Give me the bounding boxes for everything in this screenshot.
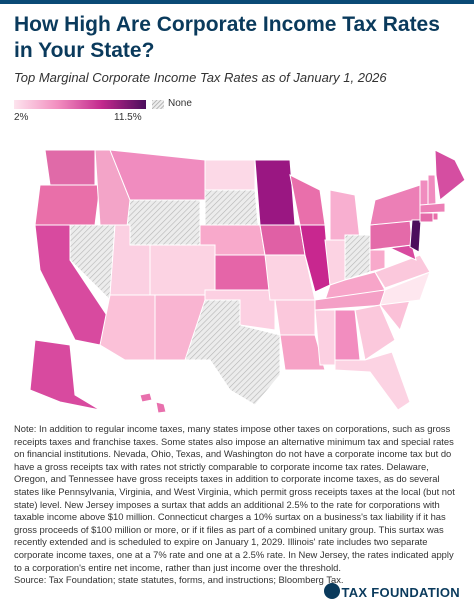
state (419, 202, 446, 214)
state (139, 392, 153, 403)
state (379, 271, 431, 306)
state (299, 224, 331, 293)
state (34, 184, 101, 226)
map (29, 149, 466, 414)
state (259, 224, 306, 256)
state (254, 159, 296, 226)
legend: None 2% 11.5% (14, 98, 234, 128)
state (369, 184, 423, 226)
state (427, 174, 437, 206)
state (29, 339, 101, 411)
state (155, 401, 167, 414)
note: Note: In addition to regular income taxe… (14, 423, 462, 587)
state (388, 244, 417, 261)
state (274, 299, 316, 336)
state (419, 179, 429, 206)
legend-none-swatch (152, 100, 164, 109)
state (124, 199, 201, 246)
state (329, 189, 361, 241)
state (432, 212, 439, 221)
state (204, 159, 256, 191)
state (279, 334, 326, 371)
logo-icon (324, 583, 340, 599)
state (44, 149, 96, 186)
legend-gradient (14, 100, 146, 109)
subtitle: Top Marginal Corporate Income Tax Rates … (14, 70, 387, 85)
state (374, 254, 431, 289)
state (334, 351, 411, 411)
legend-none-label: None (168, 98, 192, 109)
state (344, 234, 371, 281)
state (99, 294, 156, 361)
logo[interactable]: TAX FOUNDATION (341, 585, 460, 600)
legend-min-label: 2% (14, 112, 29, 123)
source-text: Source: Tax Foundation; state statutes, … (14, 574, 344, 586)
state (409, 219, 422, 253)
state (354, 304, 396, 361)
title: How High Are Corporate Income Tax Rates … (14, 13, 440, 62)
top-bar (0, 0, 474, 4)
note-text: Note: In addition to regular income taxe… (14, 423, 455, 573)
states (29, 149, 466, 414)
state (204, 189, 259, 226)
state (324, 271, 386, 301)
state (419, 212, 434, 223)
state (184, 299, 281, 406)
state (369, 249, 386, 273)
state (434, 149, 466, 201)
state (149, 244, 216, 296)
state (289, 174, 326, 226)
legend-max-label: 11.5% (114, 112, 142, 123)
state (214, 254, 271, 291)
